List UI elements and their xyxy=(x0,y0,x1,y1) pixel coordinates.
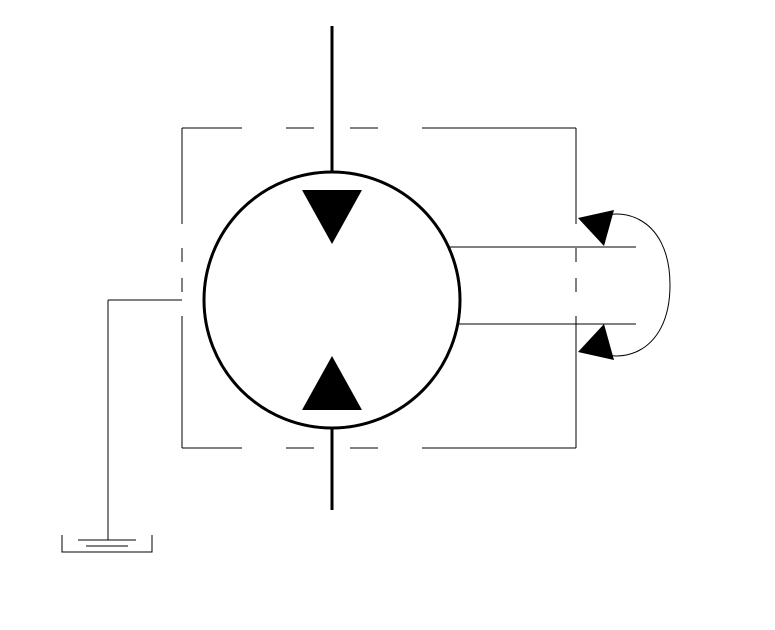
hydraulic-pump-motor-diagram xyxy=(0,0,775,630)
